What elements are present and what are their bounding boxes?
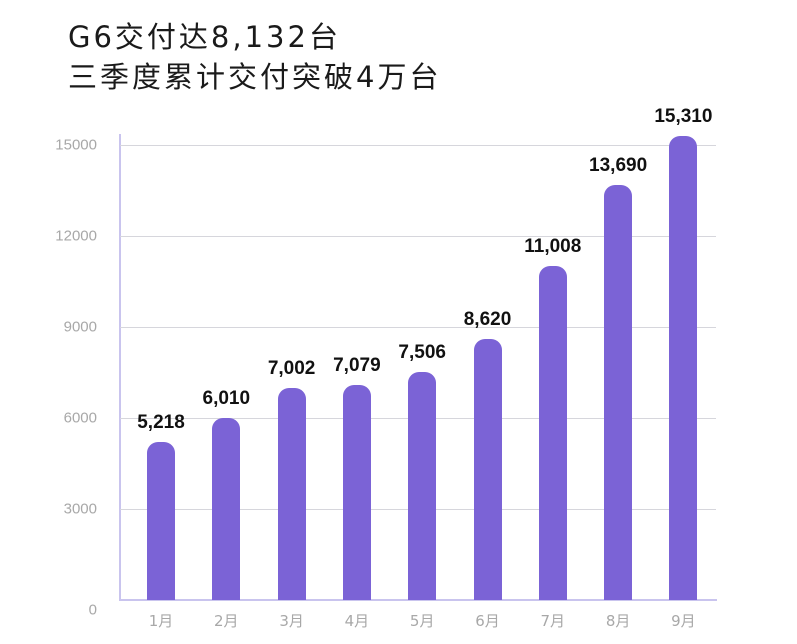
- gridline: [120, 145, 716, 146]
- gridline: [120, 327, 716, 328]
- bar: [473, 338, 502, 600]
- bar-value-label: 11,008: [524, 236, 582, 258]
- x-tick-label: 9月: [671, 612, 696, 630]
- bar-value-label: 7,506: [398, 342, 446, 364]
- y-tick-label: 15000: [55, 136, 97, 154]
- x-tick-label: 6月: [475, 612, 500, 630]
- bar: [604, 184, 633, 600]
- bar-value-label: 6,010: [202, 387, 251, 409]
- bar-value-label: 7,079: [333, 355, 381, 377]
- bar-value-label: 13,690: [589, 154, 648, 176]
- bar: [147, 441, 175, 600]
- x-tick-label: 5月: [409, 612, 435, 630]
- x-tick-label: 8月: [605, 612, 631, 630]
- bar-value-label: 7,002: [267, 357, 316, 379]
- y-axis-line: [119, 134, 121, 601]
- x-tick-label: 1月: [148, 612, 174, 630]
- y-tick-label: 6000: [63, 409, 97, 427]
- y-tick-label: 3000: [63, 500, 97, 518]
- bar-value-label: 5,218: [137, 411, 185, 433]
- y-tick-label: 12000: [55, 227, 97, 245]
- bar-value-label: 15,310: [654, 105, 713, 127]
- bar: [408, 372, 437, 600]
- bar: [212, 417, 241, 600]
- x-tick-label: 3月: [279, 612, 304, 630]
- y-tick-label: 0: [88, 601, 97, 619]
- y-tick-label: 9000: [63, 318, 97, 336]
- x-axis-line: [119, 599, 717, 601]
- x-tick-label: 7月: [540, 612, 566, 630]
- bar: [538, 266, 567, 600]
- chart-title-line1: G6交付达8,132台: [68, 20, 341, 54]
- x-tick-label: 2月: [214, 612, 239, 630]
- x-tick-label: 4月: [344, 612, 370, 630]
- bar: [342, 385, 371, 600]
- bar-value-label: 8,620: [463, 308, 512, 330]
- bar: [669, 135, 698, 600]
- chart-title-line2: 三季度累计交付突破4万台: [68, 60, 442, 94]
- bar: [277, 387, 306, 600]
- gridline: [120, 236, 716, 237]
